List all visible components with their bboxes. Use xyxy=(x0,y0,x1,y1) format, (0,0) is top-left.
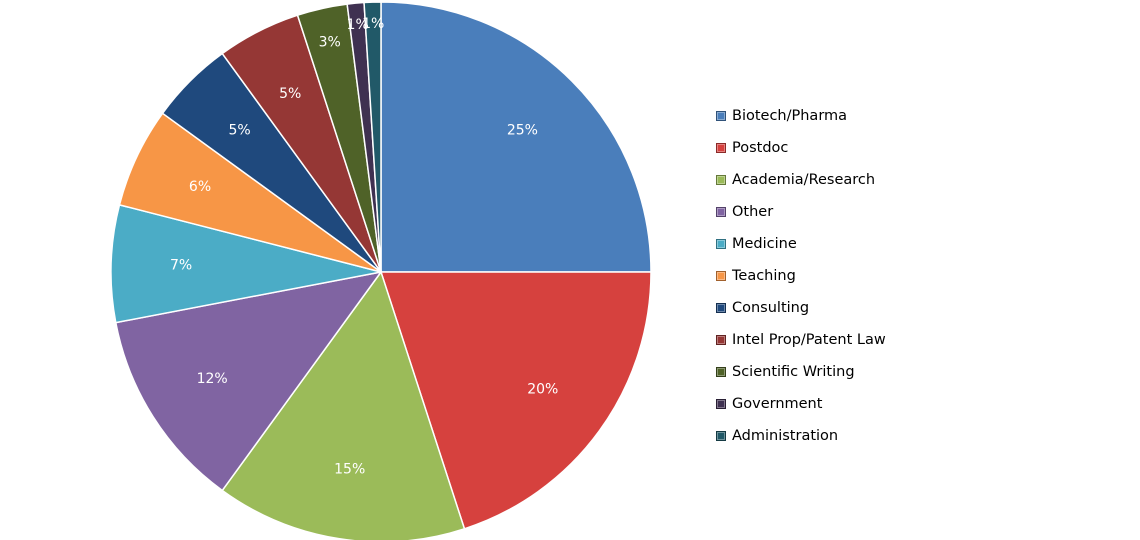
slice-data-label: 20% xyxy=(527,382,558,398)
legend-swatch xyxy=(716,431,726,441)
pie-slices xyxy=(110,1,652,540)
pie-slice xyxy=(380,271,652,530)
legend-item: Government xyxy=(716,388,976,420)
legend-swatch xyxy=(716,143,726,153)
slice-data-label: 7% xyxy=(170,258,192,274)
legend-swatch xyxy=(716,303,726,313)
legend-swatch xyxy=(716,207,726,217)
slice-data-label: 15% xyxy=(334,462,365,478)
chart-legend: Biotech/Pharma Postdoc Academia/Research Ot… xyxy=(716,100,976,452)
legend-label: Government xyxy=(732,396,823,412)
legend-label: Intel Prop/Patent Law xyxy=(732,332,886,348)
legend-swatch xyxy=(716,271,726,281)
legend-item: Postdoc xyxy=(716,132,976,164)
legend-item: Medicine xyxy=(716,228,976,260)
legend-swatch xyxy=(716,335,726,345)
legend-swatch xyxy=(716,399,726,409)
legend-item: Scientific Writing xyxy=(716,356,976,388)
pie-slice xyxy=(110,204,382,324)
slice-data-label: 1% xyxy=(362,16,384,32)
slice-data-label: 5% xyxy=(279,86,301,102)
legend-swatch xyxy=(716,367,726,377)
legend-label: Biotech/Pharma xyxy=(732,108,848,124)
legend-swatch xyxy=(716,111,726,121)
legend-swatch xyxy=(716,239,726,249)
pie-slice xyxy=(363,1,382,273)
slice-data-label: 1% xyxy=(347,17,369,33)
legend-item: Biotech/Pharma xyxy=(716,100,976,132)
legend-label: Scientific Writing xyxy=(732,364,855,380)
slice-data-label: 5% xyxy=(228,123,250,139)
legend-item: Other xyxy=(716,196,976,228)
legend-label: Postdoc xyxy=(732,140,789,156)
legend-label: Academia/Research xyxy=(732,172,876,188)
pie-slice xyxy=(380,1,652,273)
legend-label: Other xyxy=(732,204,774,220)
slice-data-label: 12% xyxy=(197,371,228,387)
legend-label: Administration xyxy=(732,428,839,444)
legend-item: Intel Prop/Patent Law xyxy=(716,324,976,356)
slice-data-label: 3% xyxy=(319,35,341,51)
legend-label: Consulting xyxy=(732,300,810,316)
legend-item: Teaching xyxy=(716,260,976,292)
legend-item: Academia/Research xyxy=(716,164,976,196)
legend-item: Consulting xyxy=(716,292,976,324)
legend-swatch xyxy=(716,175,726,185)
slice-data-label: 6% xyxy=(189,179,211,195)
legend-item: Administration xyxy=(716,420,976,452)
legend-label: Medicine xyxy=(732,236,797,252)
pie-data-labels: 25% 20% 15% 12% 7% 6% 5% 5% 3% 1%1% xyxy=(170,16,558,477)
legend-label: Teaching xyxy=(732,268,796,284)
pie-slice xyxy=(221,271,466,540)
pie-slice xyxy=(115,271,382,492)
slice-data-label: 25% xyxy=(507,123,538,139)
